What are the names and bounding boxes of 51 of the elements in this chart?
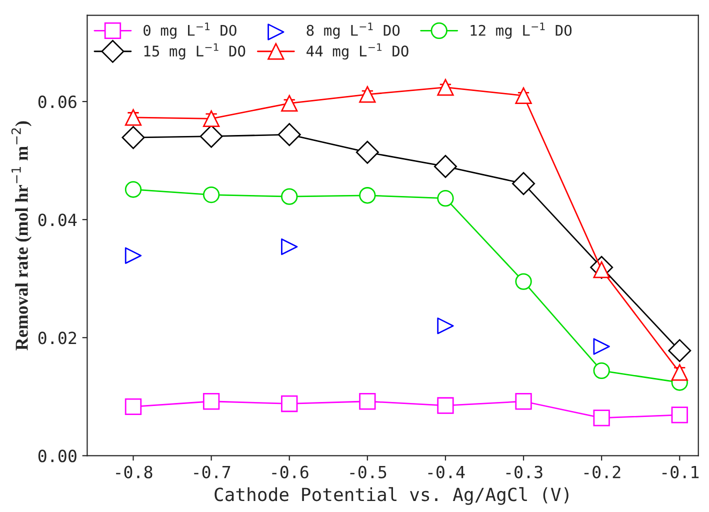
point bbox=[356, 140, 379, 164]
point bbox=[281, 188, 298, 205]
point bbox=[202, 186, 220, 204]
point bbox=[671, 406, 688, 424]
point bbox=[124, 398, 142, 416]
y-axis-title: Removal rate (mol hr$^{−1}$ m$^{−2}$) bbox=[11, 121, 32, 350]
point bbox=[124, 247, 142, 264]
point bbox=[437, 190, 454, 207]
point bbox=[278, 123, 301, 146]
x-tick-label: -0.6 bbox=[272, 466, 308, 478]
point bbox=[593, 338, 610, 355]
x-tick-label: -0.8 bbox=[116, 466, 152, 478]
point bbox=[359, 187, 376, 204]
y-tick-label: 0.04 bbox=[38, 214, 77, 226]
point bbox=[593, 362, 610, 380]
x-tick-label: -0.2 bbox=[584, 466, 620, 478]
point bbox=[202, 393, 220, 410]
point bbox=[359, 86, 376, 103]
point bbox=[437, 397, 454, 414]
legend-label: 0 mg L$^{−1}$ DO bbox=[144, 22, 236, 39]
point bbox=[122, 126, 145, 150]
point bbox=[434, 154, 457, 178]
y-tick-label: 0.00 bbox=[38, 450, 76, 462]
point bbox=[124, 181, 142, 198]
point bbox=[437, 317, 454, 334]
point bbox=[515, 273, 532, 290]
legend-label: 15 mg L$^{−1}$ DO bbox=[144, 43, 246, 60]
y-tick-label: 0.06 bbox=[38, 96, 76, 108]
legend-label: 8 mg L$^{−1}$ DO bbox=[306, 22, 400, 39]
x-tick-label: -0.5 bbox=[350, 466, 386, 478]
legend-label: 44 mg L$^{−1}$ DO bbox=[306, 43, 408, 60]
point bbox=[281, 238, 298, 256]
point bbox=[593, 410, 610, 426]
point bbox=[668, 339, 692, 362]
point bbox=[359, 393, 376, 410]
point bbox=[281, 94, 298, 112]
x-tick-label: -0.3 bbox=[506, 466, 542, 478]
point bbox=[671, 364, 688, 381]
point bbox=[515, 393, 532, 410]
point bbox=[437, 79, 454, 96]
x-axis-title: Cathode Potential vs. Ag/AgCl (V) bbox=[214, 487, 568, 505]
point bbox=[515, 87, 532, 104]
point bbox=[281, 395, 298, 412]
point bbox=[202, 110, 220, 127]
point bbox=[512, 172, 536, 196]
x-tick-label: -0.7 bbox=[194, 466, 230, 478]
point bbox=[124, 109, 142, 126]
y-tick-label: 0.02 bbox=[38, 332, 76, 344]
x-tick-label: -0.1 bbox=[662, 466, 699, 478]
x-tick-label: -0.4 bbox=[428, 466, 465, 478]
legend-label: 12 mg L$^{−1}$ DO bbox=[470, 22, 572, 39]
